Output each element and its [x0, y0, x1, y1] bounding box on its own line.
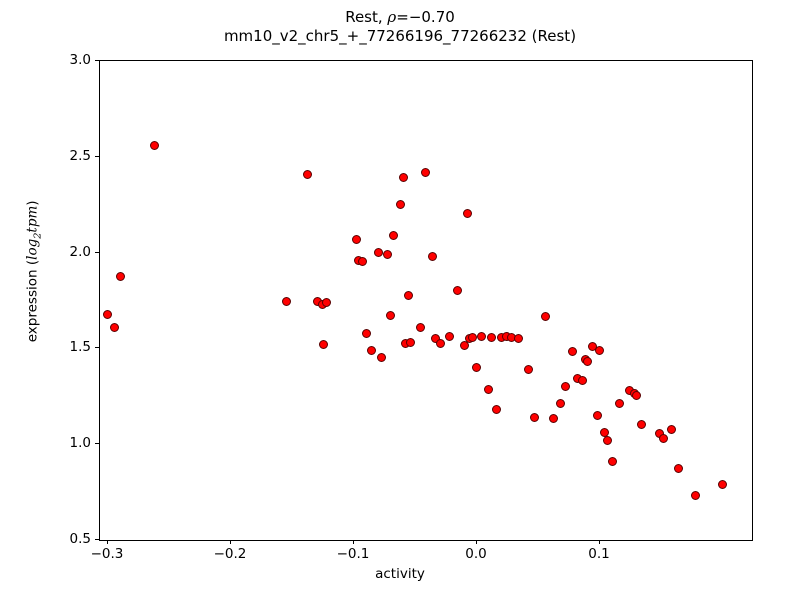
scatter-point [366, 345, 376, 355]
scatter-point [467, 333, 477, 343]
y-tick-mark [95, 60, 99, 61]
scatter-point [388, 230, 398, 240]
scatter-point [351, 234, 361, 244]
y-axis-label-math-tail: tpm [24, 205, 41, 233]
chart-title-prefix: Rest, [345, 8, 388, 26]
y-tick-mark [95, 251, 99, 253]
x-tick-mark [106, 540, 108, 544]
scatter-point [578, 376, 588, 386]
x-tick-label: 0.0 [465, 546, 487, 562]
scatter-point [445, 332, 455, 342]
scatter-point [602, 435, 612, 445]
scatter-point [358, 256, 368, 266]
scatter-point [541, 312, 551, 322]
scatter-point [524, 364, 534, 374]
scatter-point [483, 385, 493, 395]
scatter-point [406, 338, 416, 348]
y-tick-label: 2.5 [69, 147, 91, 164]
scatter-point [561, 382, 571, 392]
scatter-point [548, 413, 558, 423]
x-tick-label: 0.1 [588, 546, 610, 562]
scatter-point [583, 357, 593, 367]
x-tick-mark [352, 540, 354, 544]
rho-value: =−0.70 [396, 8, 455, 26]
scatter-point [361, 328, 371, 338]
scatter-point [691, 491, 701, 501]
scatter-point [386, 311, 396, 321]
y-tick-mark [95, 443, 99, 445]
scatter-point [403, 291, 413, 301]
scatter-point [428, 251, 438, 261]
scatter-point [718, 479, 728, 489]
scatter-point [415, 322, 425, 332]
scatter-point [472, 363, 482, 373]
scatter-point [568, 346, 578, 356]
scatter-point [595, 345, 605, 355]
scatter-point [322, 297, 332, 307]
x-tick-label: −0.3 [90, 546, 124, 562]
scatter-point [462, 208, 472, 218]
scatter-point [637, 419, 647, 429]
scatter-point [382, 250, 392, 260]
scatter-point [302, 169, 312, 179]
scatter-point [318, 340, 328, 350]
x-axis-label: activity [375, 566, 425, 582]
rho-symbol: ρ [387, 8, 397, 26]
chart-subtitle: mm10_v2_chr5_+_77266196_77266232 (Rest) [223, 26, 577, 45]
scatter-point [374, 248, 384, 258]
y-axis-label-prefix: expression ( [24, 259, 41, 343]
scatter-point [430, 334, 440, 344]
scatter-point [115, 272, 125, 282]
x-tick-mark [229, 540, 231, 544]
chart-title-block: Rest, ρ=−0.70 mm10_v2_chr5_+_77266196_77… [0, 8, 800, 45]
scatter-point [593, 410, 603, 420]
y-tick-mark [95, 539, 99, 540]
y-tick-label: 1.0 [69, 435, 91, 452]
scatter-point [514, 334, 524, 344]
scatter-point [420, 167, 430, 177]
scatter-point [632, 390, 642, 400]
scatter-point [556, 399, 566, 409]
x-tick-mark [598, 540, 600, 544]
y-tick-label: 1.5 [69, 339, 91, 356]
scatter-point [103, 310, 113, 320]
scatter-point [109, 322, 119, 332]
y-tick-label: 2.0 [69, 243, 91, 260]
scatter-point [435, 339, 445, 349]
y-axis-label: expression (log2tpm) [25, 121, 44, 421]
scatter-point [487, 333, 497, 343]
scatter-point [398, 173, 408, 183]
y-axis-label-math-base: log [24, 238, 41, 260]
x-tick-label: −0.2 [213, 546, 247, 562]
scatter-point [396, 200, 406, 210]
scatter-point [659, 433, 669, 443]
chart-title-line-1: Rest, ρ=−0.70 [0, 8, 800, 27]
scatter-point [615, 398, 625, 408]
scatter-point [452, 286, 462, 296]
scatter-point [666, 425, 676, 435]
scatter-point [376, 352, 386, 362]
scatter-points-layer [100, 61, 752, 540]
y-tick-label: 0.5 [69, 531, 91, 547]
plot-axes-frame [99, 60, 753, 541]
x-tick-label: −0.1 [336, 546, 370, 562]
scatter-point [530, 412, 540, 422]
scatter-point [654, 429, 664, 439]
y-tick-label: 3.0 [69, 52, 91, 68]
scatter-point [492, 405, 502, 415]
x-tick-mark [475, 540, 477, 544]
y-axis-label-suffix: ) [24, 200, 41, 206]
y-axis-label-math-sub: 2 [32, 232, 44, 239]
scatter-point [607, 456, 617, 466]
scatter-point [674, 463, 684, 473]
scatter-point [150, 140, 160, 150]
y-tick-mark [95, 155, 99, 157]
scatter-point [477, 332, 487, 342]
scatter-point [460, 341, 470, 351]
scatter-point [281, 296, 291, 306]
y-tick-mark [95, 347, 99, 349]
